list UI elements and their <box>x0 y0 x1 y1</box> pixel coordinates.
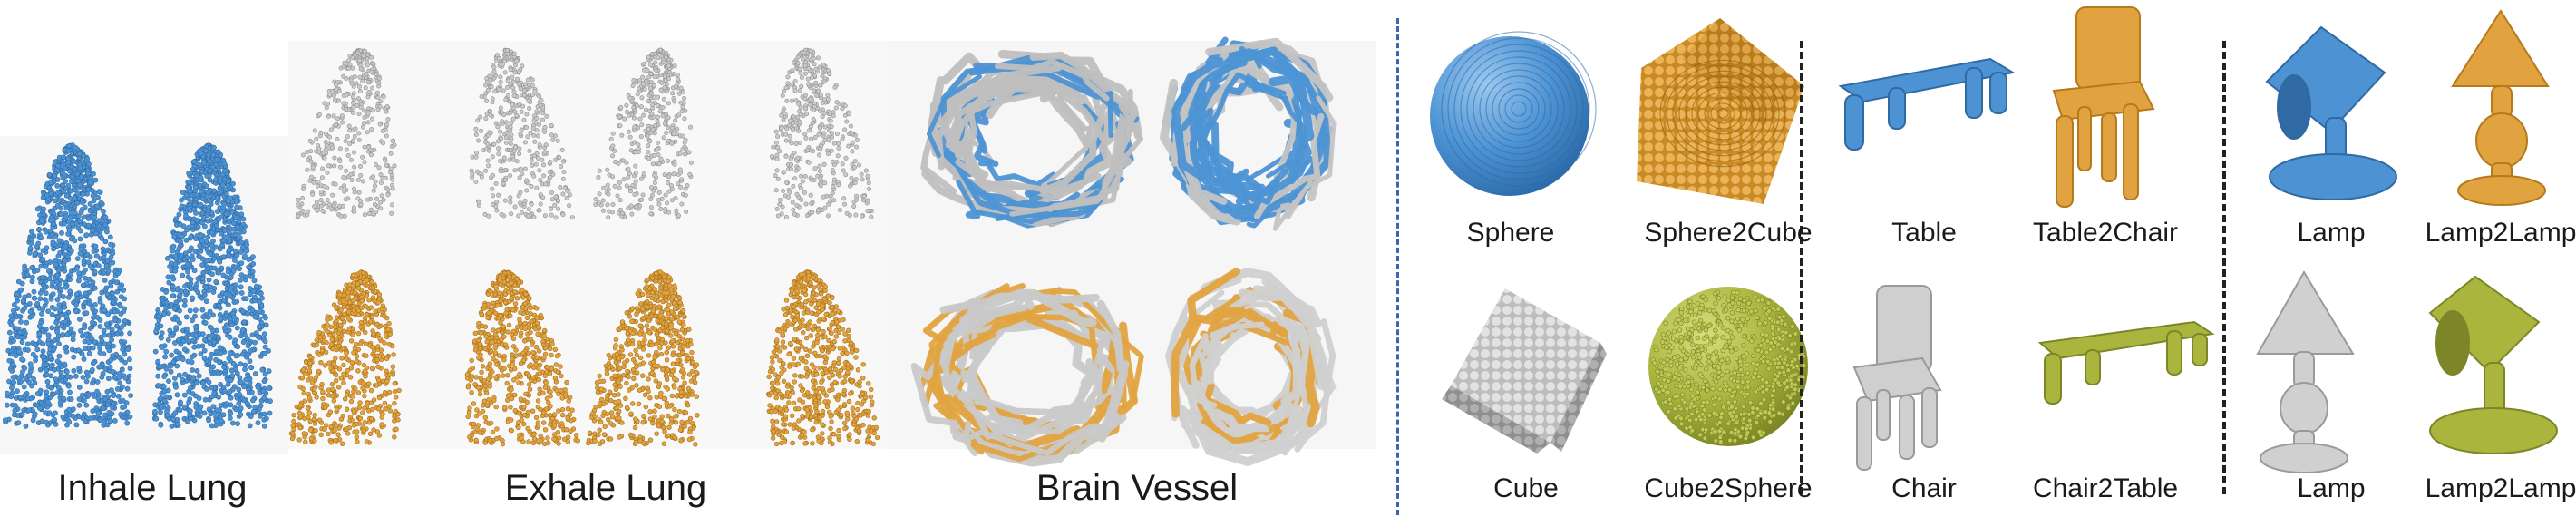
brain-vessel-pointclouds <box>910 36 1337 467</box>
lamp2lamp-bottom-shape <box>2428 275 2558 454</box>
cube-label: Cube <box>1493 473 1559 503</box>
section-separator <box>1396 18 1399 515</box>
lamp2lamp-shape <box>2451 9 2550 206</box>
cube-shape <box>1442 288 1607 454</box>
table-shape <box>1838 57 2016 151</box>
inhale-lung-label: Inhale Lung <box>57 468 248 508</box>
chair-label: Chair <box>1891 473 1957 503</box>
sphere2cube-shape <box>1637 18 1804 204</box>
brain-vessel-label: Brain Vessel <box>1035 468 1239 508</box>
table-label: Table <box>1891 218 1957 248</box>
chair2table-label: Chair2Table <box>2032 473 2179 503</box>
lamp2lamp-bottom-label: Lamp2Lamp <box>2425 473 2576 503</box>
lamp-bottom-shape <box>2256 270 2355 473</box>
sphere-shape <box>1430 31 1597 196</box>
table2chair-label: Table2Chair <box>2032 218 2179 248</box>
lamp-bottom-label: Lamp <box>2297 473 2366 503</box>
chair-shape <box>1852 285 1942 471</box>
cube2sphere-label: Cube2Sphere <box>1644 473 1813 503</box>
exhale-lung-pointclouds <box>288 47 880 447</box>
chair2table-shape <box>2037 320 2215 405</box>
lamp-label: Lamp <box>2297 218 2366 248</box>
table2chair-shape <box>2052 6 2155 208</box>
exhale-lung-label: Exhale Lung <box>504 468 707 508</box>
group-separator-1 <box>1800 41 1803 494</box>
cube2sphere-shape <box>1648 287 1808 446</box>
inhale-lung-pointcloud <box>3 142 273 429</box>
sphere-label: Sphere <box>1466 218 1555 248</box>
lamp2lamp-label: Lamp2Lamp <box>2425 218 2576 248</box>
lamp-shape <box>2265 25 2397 200</box>
sphere2cube-label: Sphere2Cube <box>1644 218 1813 248</box>
group-separator-2 <box>2222 41 2226 494</box>
